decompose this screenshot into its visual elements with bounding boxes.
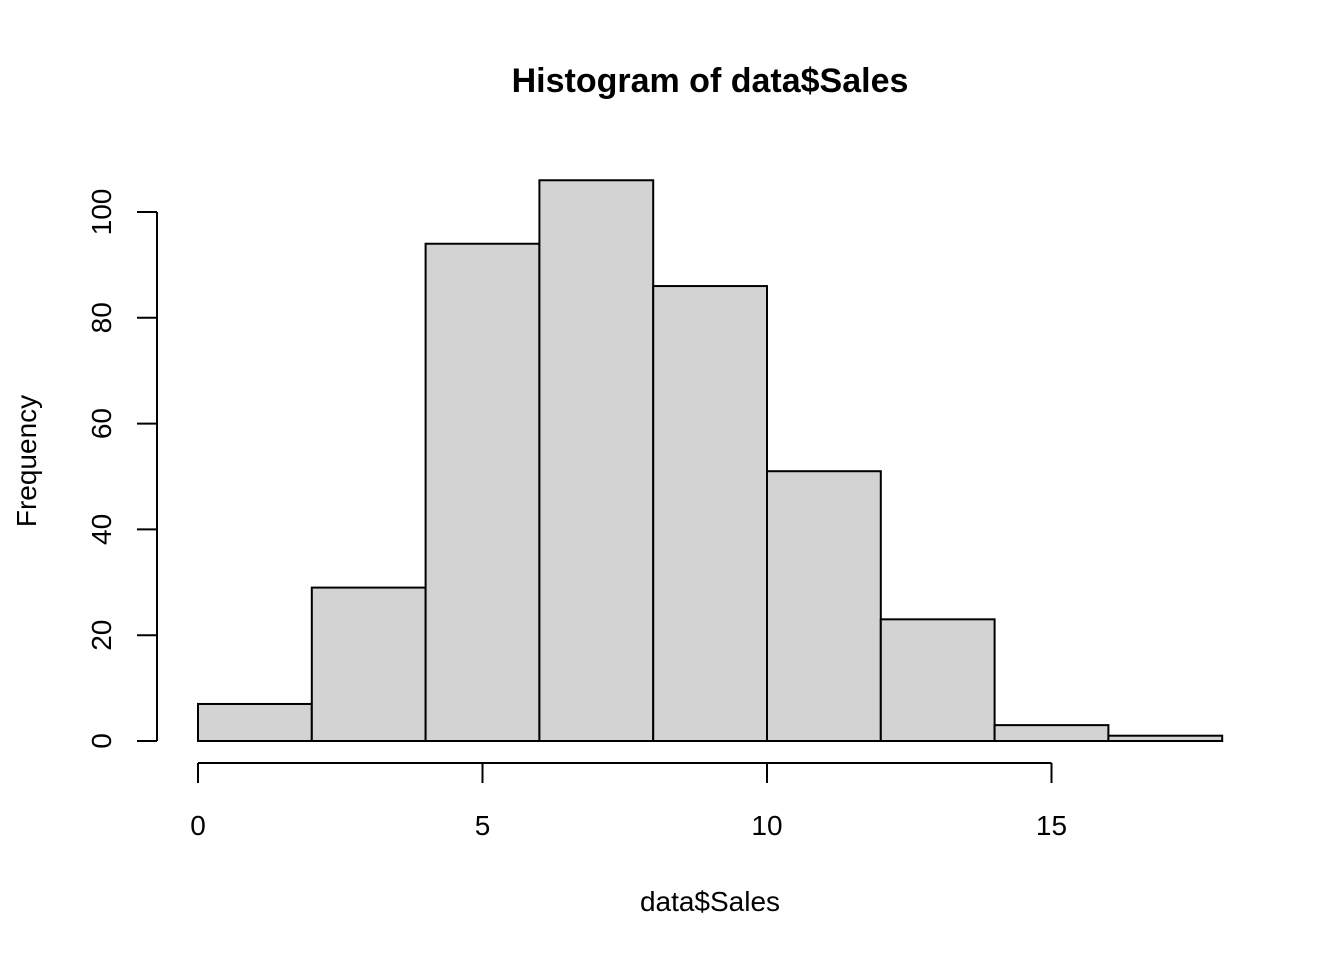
x-tick-label: 15 bbox=[1036, 810, 1067, 841]
histogram-bar bbox=[310, 586, 427, 743]
histogram-bar bbox=[1107, 734, 1224, 743]
y-tick-label: 100 bbox=[86, 189, 117, 236]
histogram-bar bbox=[993, 724, 1110, 743]
histogram-bar bbox=[197, 702, 313, 742]
y-tick-label: 40 bbox=[86, 514, 117, 545]
histogram-bar bbox=[538, 179, 655, 742]
y-tick-label: 0 bbox=[86, 733, 117, 749]
x-tick-label: 5 bbox=[475, 810, 491, 841]
histogram-bars bbox=[197, 179, 1224, 743]
histogram-bar bbox=[652, 285, 769, 742]
x-axis-label: data$Sales bbox=[640, 886, 780, 917]
y-axis-label: Frequency bbox=[11, 395, 42, 527]
histogram-bar bbox=[766, 470, 882, 742]
y-axis: 0 20 40 60 80 100 bbox=[86, 189, 158, 749]
y-tick-label: 60 bbox=[86, 408, 117, 439]
x-tick-label: 0 bbox=[190, 810, 206, 841]
histogram-bar bbox=[424, 242, 541, 743]
y-tick-label: 20 bbox=[86, 620, 117, 651]
x-axis: 0 5 10 15 bbox=[190, 762, 1067, 841]
y-tick-label: 80 bbox=[86, 302, 117, 333]
x-tick-label: 10 bbox=[751, 810, 782, 841]
chart-title: Histogram of data$Sales bbox=[512, 62, 909, 100]
histogram-bar bbox=[879, 618, 996, 743]
